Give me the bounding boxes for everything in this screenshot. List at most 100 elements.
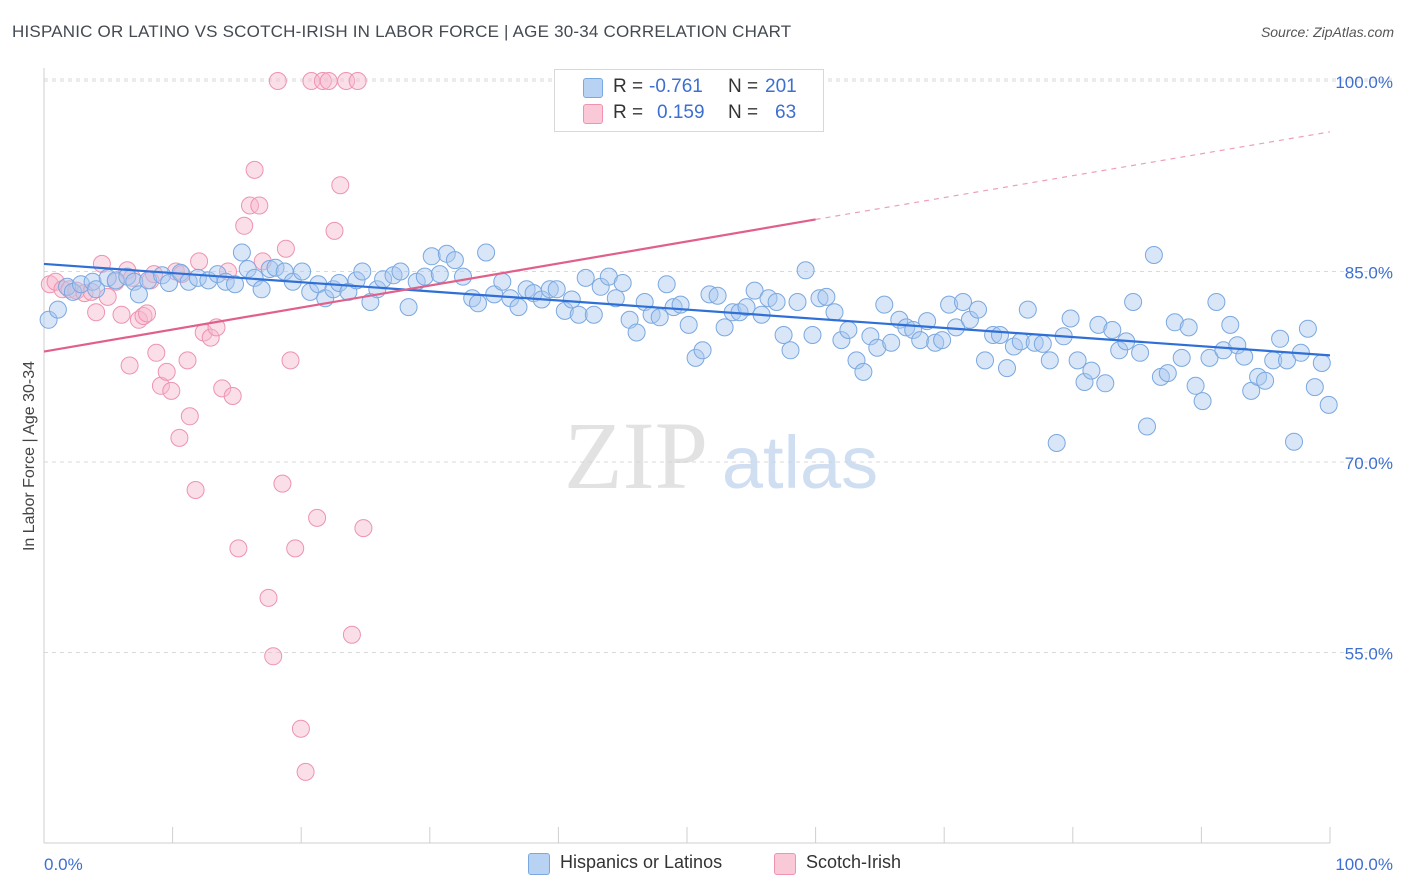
hispanic-point [1165,313,1184,332]
hispanic-swatch [583,78,603,98]
hispanic-point [58,277,77,296]
hispanic-point [129,285,148,304]
hispanic-point [391,262,410,281]
scotch-irish-point [259,588,278,607]
scotch-irish-point [313,72,332,90]
hispanic-point [509,298,528,317]
y-tick-label: 100.0% [1335,73,1393,92]
hispanic-point [87,280,106,299]
scotch-irish-point [291,719,310,738]
scotch-irish-point [286,539,305,558]
legend-label-scotch-irish: Scotch-Irish [806,852,902,872]
hispanic-point [445,251,464,270]
hispanic-point [708,286,727,305]
hispanic-point [1285,432,1303,451]
hispanic-point [1207,293,1226,311]
hispanic-point [1298,319,1317,338]
r-value: 0.159 [657,102,705,123]
trend-lines [43,131,1331,357]
scotch-irish-point [112,305,131,324]
x-tick-label-min: 0.0% [44,855,83,874]
scotch-irish-point [235,216,254,235]
hispanic-point [650,308,669,327]
scotch-irish-point [120,356,139,375]
scotch-irish-point [147,343,166,362]
hispanic-point [454,267,472,286]
hispanic-point [584,305,603,324]
hispanic-point [1103,321,1122,339]
hispanic-point [1018,300,1037,319]
hispanic-point [991,326,1009,344]
hispanic-point [832,331,851,350]
hispanic-point [933,331,952,350]
hispanic-point [469,294,487,313]
n-label: N = [728,102,759,123]
scotch-irish-point [354,519,373,538]
scotch-irish-point [213,379,232,398]
hispanic-point [353,262,372,281]
y-tick-label: 70.0% [1345,454,1393,473]
grid-lines [44,78,1393,654]
y-tick-labels: 55.0% 70.0% 85.0% 100.0% [1335,73,1393,663]
scotch-irish-point [178,351,197,370]
hispanic-point [293,262,312,281]
hispanic-point [715,318,734,337]
scotch-irish-point [308,508,327,527]
scotch-irish-point [186,481,205,499]
axes [43,68,1331,844]
r-value: -0.761 [649,76,703,97]
hispanic-point [1068,351,1087,370]
hispanic-point [430,265,449,284]
hispanic-point [847,351,866,370]
hispanic-point [569,305,588,324]
scotch-irish-swatch [774,853,796,875]
hispanic-point [1172,348,1191,367]
scotch-irish-point [245,160,264,179]
hispanic-point [969,300,987,319]
hispanic-point [657,275,676,294]
hispanic-point [1110,341,1129,360]
hispanic-point [1158,364,1177,383]
hispanic-point [613,274,632,292]
hispanic-point [422,247,441,266]
scotch-irish-point [157,362,176,381]
scotch-irish-point [190,252,209,271]
hispanic-point [1186,376,1205,395]
hispanic-point [260,260,279,278]
scotch-irish-point [87,303,106,322]
hispanic-point [693,341,712,360]
hispanic-point [1040,351,1059,370]
hispanic-point [252,280,271,299]
hispanic-point [781,341,800,360]
hispanic-point [976,351,994,370]
hispanic-point [803,326,822,344]
hispanic-point [606,289,625,308]
scotch-irish-point [241,196,259,215]
y-tick-label: 85.0% [1345,264,1393,283]
hispanic-point [477,243,496,262]
hispanic-point [745,281,764,300]
scotch-irish-trend-extension [815,131,1331,221]
scotch-irish-point [162,381,181,400]
hispanic-point [347,271,366,290]
scotch-irish-point [53,280,72,299]
scotch-irish-point [60,280,79,299]
hispanic-point [1179,318,1198,337]
scotch-irish-point [229,539,248,558]
hispanic-point [825,303,844,322]
r-label: R = [613,76,644,97]
hispanic-point [399,298,418,317]
scotch-irish-point [264,647,283,666]
hispanic-point [1144,246,1163,264]
hispanic-point [226,275,244,294]
hispanic-point [686,348,705,367]
hispanic-point [1305,378,1324,397]
hispanic-point [1131,343,1150,362]
hispanic-point [882,333,901,352]
scotch-irish-point [348,72,367,90]
hispanic-point [160,274,178,292]
hispanic-point [737,298,756,317]
hispanic-point [562,290,581,309]
watermark-zip: ZIP [564,402,708,509]
